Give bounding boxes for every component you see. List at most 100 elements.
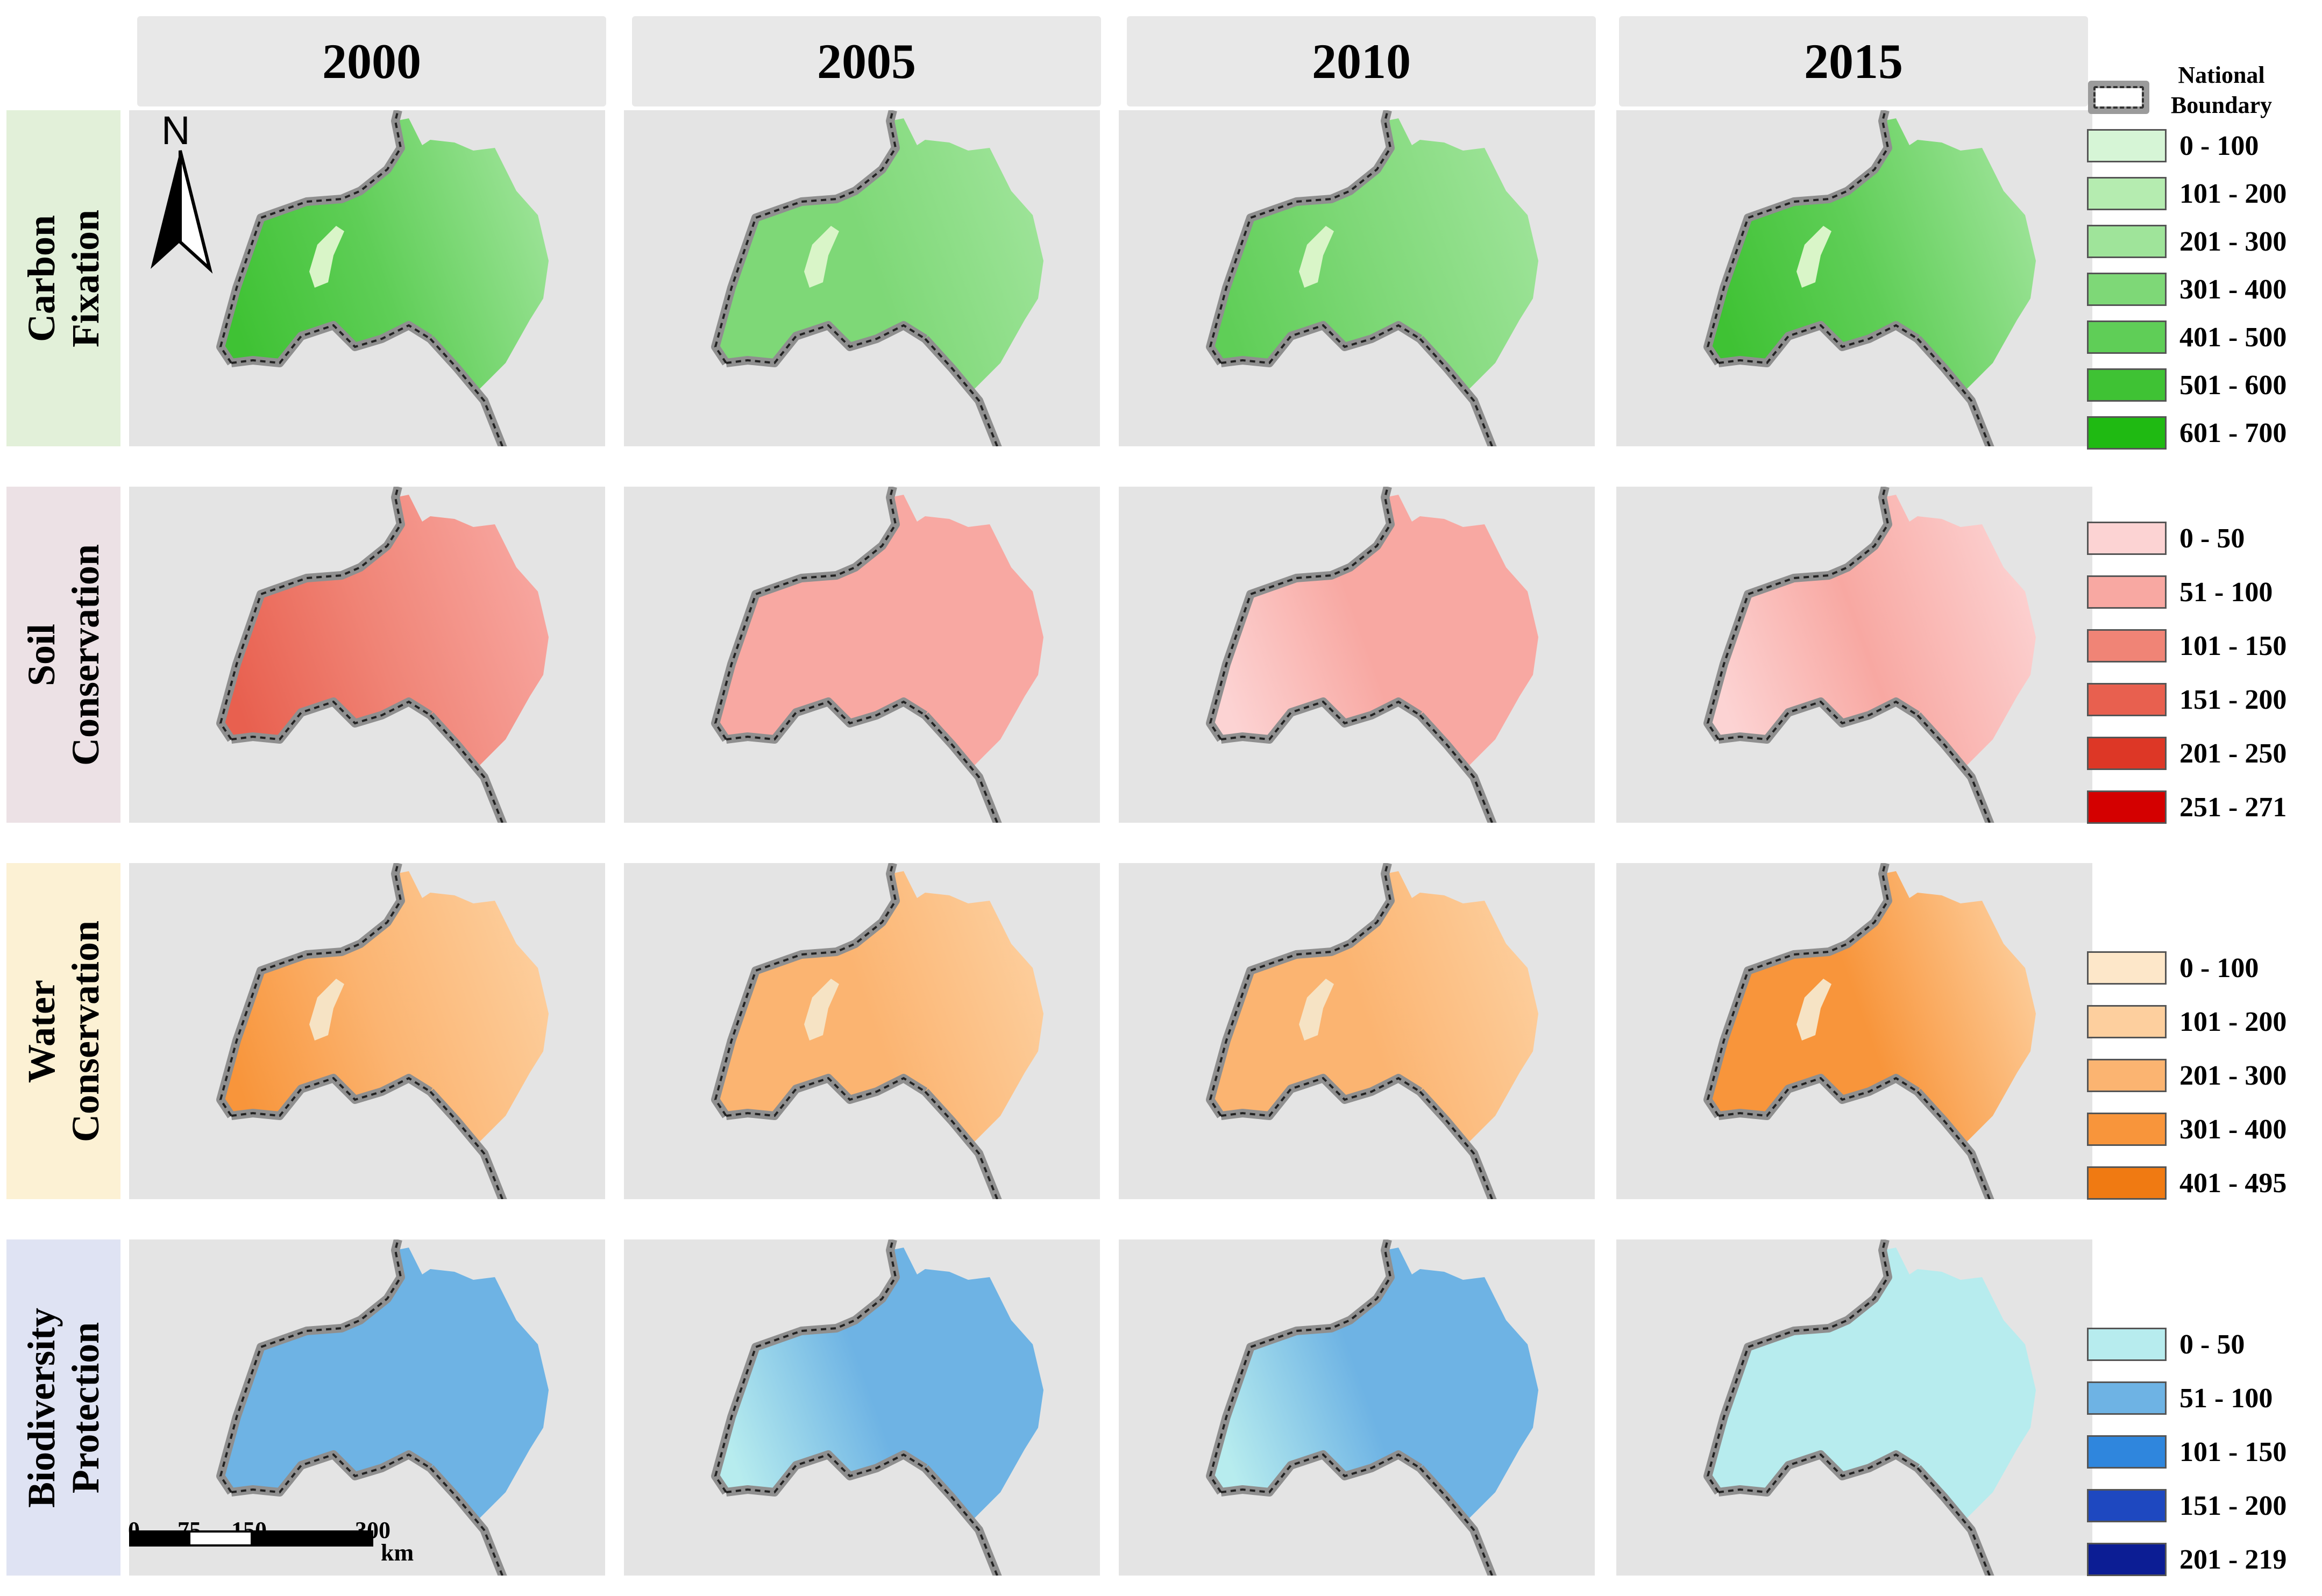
legend-item-soil: 51 - 100 [2087,573,2273,611]
national-boundary-dash [1706,110,1991,446]
region-fill [221,495,549,766]
legend-item-water: 101 - 200 [2087,1003,2287,1041]
map-panel-3-2010 [1119,863,1595,1199]
legend-label: 201 - 300 [2179,226,2287,257]
lake-area [1299,979,1334,1041]
legend-swatch [2087,1381,2167,1415]
legend-item-soil: 151 - 200 [2087,681,2287,718]
legend-label: 0 - 100 [2179,130,2259,161]
national-boundary-dash [1209,487,1494,823]
national-boundary-dash [1706,863,1991,1199]
lake-area [1796,979,1831,1041]
legend-item-water: 301 - 400 [2087,1110,2287,1148]
row-label-water-conservation: Water Conservation [6,863,120,1199]
map-panel-1-2000 [129,110,605,446]
lake-area [309,226,344,288]
row-label-biodiversity-protection: Biodiversity Protection [6,1239,120,1576]
legend-swatch [2087,177,2167,210]
legend-label: 201 - 219 [2179,1544,2287,1575]
legend-item-soil: 251 - 271 [2087,788,2287,826]
legend-swatch [2087,416,2167,450]
national-boundary-dash [219,110,504,446]
map-panel-3-2000 [129,863,605,1199]
legend-swatch [2087,1328,2167,1361]
map-panel-1-2015 [1616,110,2092,446]
legend-label: 401 - 495 [2179,1167,2287,1199]
legend-item-soil: 201 - 250 [2087,735,2287,772]
legend-label: 101 - 150 [2179,630,2287,661]
legend-item-carbon: 501 - 600 [2087,366,2287,404]
national-boundary-dash [219,487,504,823]
year-header-2005: 2005 [632,16,1101,106]
legend-label: 251 - 271 [2179,792,2287,823]
region-fill [221,871,549,1143]
map-panel-4-2015 [1616,1239,2092,1576]
legend-swatch [2087,1435,2167,1469]
legend-label: 101 - 150 [2179,1436,2287,1467]
region-fill [1210,118,1538,390]
region-fill [715,495,1043,766]
scale-unit: km [381,1540,414,1566]
lake-area [804,979,839,1041]
legend-item-bio: 201 - 219 [2087,1541,2287,1578]
map-panel-1-2010 [1119,110,1595,446]
legend-label: 501 - 600 [2179,369,2287,401]
legend-label: 201 - 250 [2179,738,2287,769]
map-panel-2-2005 [624,487,1100,823]
legend-swatch [2087,629,2167,662]
national-boundary-dash [219,863,504,1199]
legend-swatch [2087,737,2167,770]
national-boundary-dash [1209,863,1494,1199]
legend-item-carbon: 101 - 200 [2087,175,2287,212]
national-boundary-dash [1706,487,1991,823]
legend-swatch [2087,951,2167,985]
map-panel-2-2010 [1119,487,1595,823]
national-boundary-dash [714,863,999,1199]
legend-item-water: 201 - 300 [2087,1057,2287,1094]
legend-item-carbon: 0 - 100 [2087,127,2259,165]
legend-swatch [2087,575,2167,609]
row-label-text: Carbon Fixation [20,209,108,347]
map-panel-3-2005 [624,863,1100,1199]
year-header-2015: 2015 [1619,16,2088,106]
legend-item-soil: 0 - 50 [2087,519,2245,557]
legend-swatch [2087,225,2167,258]
legend-swatch [2087,522,2167,555]
national-boundary-dash [1209,1239,1494,1576]
legend-swatch [2087,1166,2167,1200]
legend-item-water: 0 - 100 [2087,949,2259,987]
legend-label: 51 - 100 [2179,576,2273,608]
map-panel-4-2005 [624,1239,1100,1576]
national-boundary-swatch [2088,81,2149,114]
year-header-2000: 2000 [137,16,606,106]
legend-swatch [2087,368,2167,402]
legend-swatch [2087,1489,2167,1522]
north-label: N [161,108,190,153]
national-boundary-dash [219,1239,504,1576]
legend-item-carbon: 301 - 400 [2087,270,2287,308]
national-boundary-dash [714,1239,999,1576]
row-label-text: Soil Conservation [20,544,107,766]
map-panel-3-2015 [1616,863,2092,1199]
legend-swatch [2087,273,2167,306]
region-fill [221,118,549,390]
region-fill [221,1248,549,1519]
legend-label: 601 - 700 [2179,417,2287,448]
legend-label: 0 - 50 [2179,523,2245,554]
row-label-soil-conservation: Soil Conservation [6,487,120,823]
region-fill [1708,118,2036,390]
legend-swatch [2087,683,2167,716]
legend-item-bio: 101 - 150 [2087,1433,2287,1471]
legend-swatch [2087,790,2167,824]
region-fill [1210,1248,1538,1519]
legend-item-water: 401 - 495 [2087,1164,2287,1202]
lake-area [309,979,344,1041]
legend-swatch [2087,1005,2167,1038]
region-fill [715,871,1043,1143]
legend-item-carbon: 201 - 300 [2087,223,2287,260]
lake-area [804,226,839,288]
region-fill [1708,495,2036,766]
map-panel-4-2010 [1119,1239,1595,1576]
map-panel-4-2000 [129,1239,605,1576]
legend-label: 101 - 200 [2179,1006,2287,1037]
